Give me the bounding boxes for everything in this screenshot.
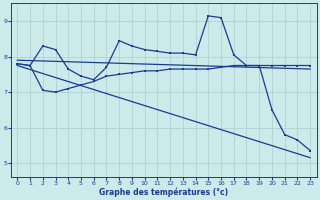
X-axis label: Graphe des températures (°c): Graphe des températures (°c): [99, 187, 228, 197]
